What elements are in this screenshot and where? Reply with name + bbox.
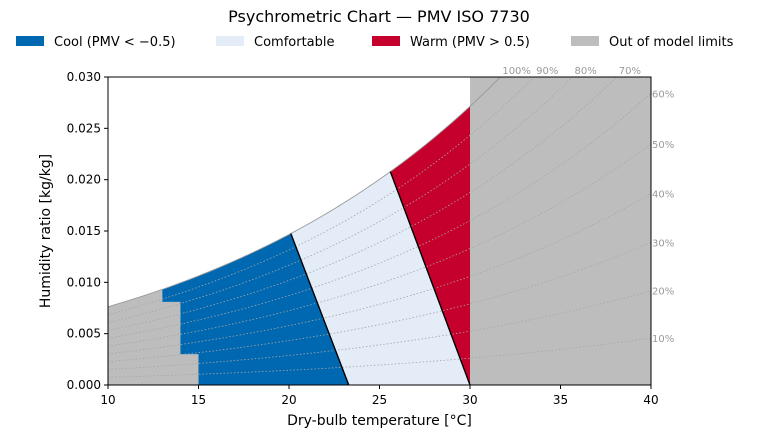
- out-of-limits-region-low: [108, 289, 199, 385]
- x-tick-label: 25: [372, 393, 387, 407]
- rh-labels: 100% 90% 80% 70% 60% 50% 40% 30% 20% 10%: [502, 66, 674, 345]
- rh-curve-50: [108, 143, 651, 347]
- x-tick-label: 10: [100, 393, 115, 407]
- comfortable-region: [290, 171, 470, 385]
- y-tick-label: 0.005: [67, 327, 101, 341]
- y-tick-label: 0.025: [67, 121, 101, 135]
- rh-curve-60: [108, 93, 651, 339]
- rh-curve-30: [108, 242, 651, 363]
- y-tick-label: 0.030: [67, 70, 101, 84]
- rh-curve-70: [108, 77, 618, 331]
- x-tick-label: 35: [553, 393, 568, 407]
- rh-label-60: 60%: [652, 89, 674, 100]
- y-tick-label: 0.010: [67, 275, 101, 289]
- warm-region: [390, 106, 470, 385]
- cool-region: [162, 233, 349, 385]
- legend: Cool (PMV < −0.5) Comfortable Warm (PMV > …: [16, 35, 734, 50]
- rh-label-20: 20%: [652, 287, 674, 298]
- legend-label: Out of model limits: [609, 35, 734, 50]
- rh-label-90: 90%: [536, 66, 558, 77]
- rh-label-100: 100%: [502, 66, 531, 77]
- rh-label-50: 50%: [652, 140, 674, 151]
- x-tick-label: 20: [281, 393, 296, 407]
- legend-label: Comfortable: [254, 35, 335, 50]
- legend-label: Cool (PMV < −0.5): [54, 35, 176, 50]
- out-of-limits-region: [470, 77, 651, 385]
- legend-label: Warm (PMV > 0.5): [410, 35, 530, 50]
- legend-swatch: [571, 36, 599, 46]
- rh-label-80: 80%: [575, 66, 597, 77]
- axes: 10 15 20 25 30 35 40 0.000 0.005 0.010 0.015 0.020 0…: [67, 70, 659, 407]
- legend-swatch: [372, 36, 400, 46]
- x-tick-label: 30: [462, 393, 477, 407]
- rh-label-30: 30%: [652, 238, 674, 249]
- x-axis-label: Dry-bulb temperature [°C]: [287, 413, 472, 429]
- rh-curve-80: [108, 77, 574, 323]
- legend-swatch: [16, 36, 44, 46]
- rh-curve-40: [108, 193, 651, 355]
- rh-curve-90: [108, 77, 535, 316]
- plot-area: [108, 77, 651, 385]
- rh-label-40: 40%: [652, 190, 674, 201]
- rh-label-10: 10%: [652, 334, 674, 345]
- rh-label-70: 70%: [619, 66, 641, 77]
- x-tick-label: 15: [191, 393, 206, 407]
- y-tick-label: 0.020: [67, 173, 101, 187]
- chart-title: Psychrometric Chart — PMV ISO 7730: [228, 7, 530, 26]
- y-axis-label: Humidity ratio [kg/kg]: [38, 154, 54, 308]
- pmv-boundary-line: [389, 171, 471, 385]
- y-tick-label: 0.000: [67, 378, 101, 392]
- y-tick-label: 0.015: [67, 224, 101, 238]
- rh-curve-20: [108, 290, 651, 370]
- rh-curve-100: [108, 77, 501, 308]
- x-tick-label: 40: [643, 393, 658, 407]
- pmv-boundary-line: [290, 233, 350, 385]
- legend-swatch: [216, 36, 244, 46]
